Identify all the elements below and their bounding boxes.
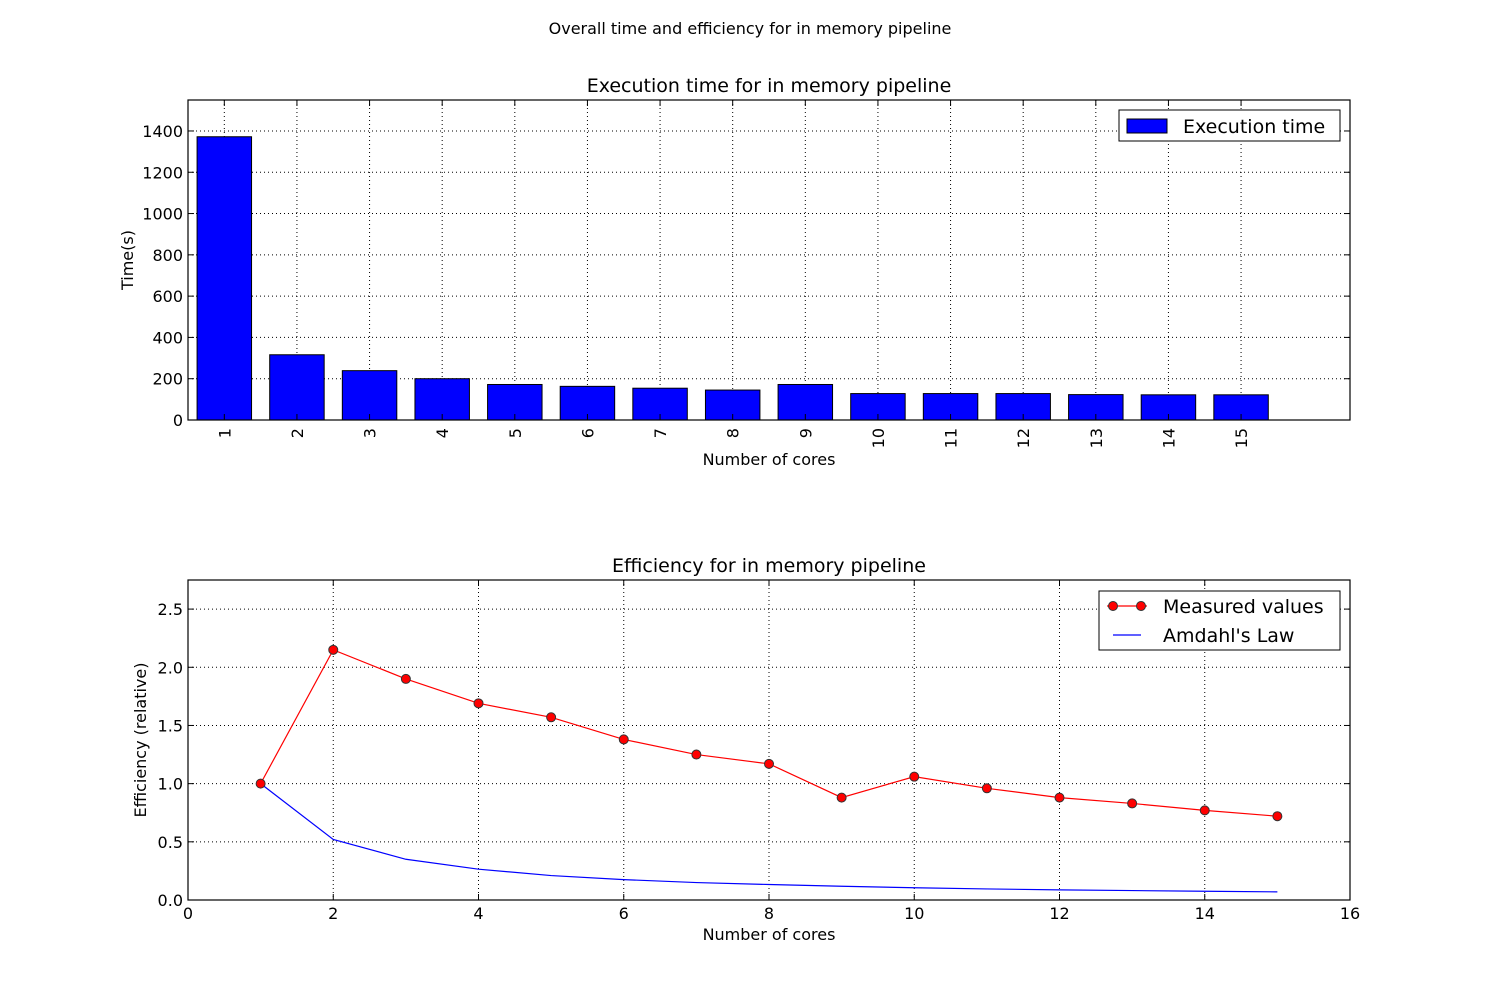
bar-chart-xtick-label: 15 xyxy=(1232,428,1251,448)
measured-value-marker xyxy=(764,758,774,769)
line-chart-xtick-label: 10 xyxy=(904,904,924,923)
bar-legend-label: Execution time xyxy=(1183,116,1325,138)
bar-chart-xtick-label: 1 xyxy=(215,428,234,438)
measured-value-marker xyxy=(255,778,266,789)
measured-value-marker xyxy=(691,749,702,760)
line-chart-xtick-label: 6 xyxy=(619,904,629,923)
measured-value-marker xyxy=(1127,798,1138,809)
line-chart-xtick-label: 2 xyxy=(328,904,338,923)
line-chart-ytick-label: 1.5 xyxy=(158,716,183,735)
measured-value-marker xyxy=(981,783,992,794)
execution-time-chart: Execution time for in memory pipeline 0 2… xyxy=(118,75,1351,469)
execution-time-bar xyxy=(341,370,398,421)
bar-chart-xtick-label: 12 xyxy=(1014,428,1033,448)
bar-chart-title: Execution time for in memory pipeline xyxy=(587,75,952,97)
measured-value-marker xyxy=(473,698,484,709)
measured-value-marker xyxy=(836,792,847,803)
line-chart-xtick-label: 12 xyxy=(1049,904,1069,923)
line-chart-legend: Measured values Amdahl's Law xyxy=(1098,590,1341,651)
execution-time-bar xyxy=(269,354,325,421)
measured-value-marker xyxy=(546,712,557,723)
bar-chart-ytick-label: 200 xyxy=(152,370,183,389)
bar-chart-ytick-label: 400 xyxy=(152,328,183,347)
line-chart-frame xyxy=(187,579,1351,901)
bar-chart-ylabel: Time(s) xyxy=(118,230,137,291)
bar-chart-xtick-label: 10 xyxy=(869,428,888,448)
line-chart-ytick-label: 1.0 xyxy=(158,775,183,794)
bar-chart-frame xyxy=(187,99,1351,421)
bar-chart-xtick-label: 3 xyxy=(361,428,380,438)
measured-value-marker xyxy=(909,771,920,782)
line-chart-series xyxy=(255,644,1283,893)
measured-value-marker xyxy=(1054,792,1065,803)
line-chart-xtick-label: 14 xyxy=(1195,904,1215,923)
line-legend-box xyxy=(1098,590,1341,651)
line-chart-xtick-label: 16 xyxy=(1340,904,1360,923)
legend-measured-marker xyxy=(1136,601,1146,611)
bar-chart-ytick-label: 0 xyxy=(173,411,183,430)
measured-value-marker xyxy=(400,673,411,684)
bar-chart-xtick-label: 13 xyxy=(1087,428,1106,448)
measured-value-marker xyxy=(1199,805,1210,816)
line-chart-xlabel: Number of cores xyxy=(703,925,836,944)
execution-time-bar xyxy=(196,136,253,421)
amdahl-law-line xyxy=(260,783,1278,893)
bar-chart-xtick-label: 4 xyxy=(433,428,452,438)
measured-value-marker xyxy=(618,734,629,745)
measured-value-marker xyxy=(328,644,339,655)
bar-chart-ytick-label: 600 xyxy=(152,287,183,306)
legend-measured-label: Measured values xyxy=(1163,596,1324,618)
line-chart-ylabel: Efficiency (relative) xyxy=(131,663,150,818)
bar-chart-xtick-label: 6 xyxy=(578,428,597,438)
line-chart-ticks: 0 2 4 6 8 10 12 14 16 0.0 0.5 1.0 1.5 2.0 2.5 xyxy=(158,580,1360,923)
line-chart-title: Efficiency for in memory pipeline xyxy=(612,555,926,577)
bar-chart-ytick-label: 1400 xyxy=(142,122,183,141)
bar-legend-swatch xyxy=(1126,118,1168,134)
line-chart-ytick-label: 0.0 xyxy=(158,891,183,910)
bar-chart-xtick-label: 2 xyxy=(288,428,307,438)
bar-chart-xtick-label: 11 xyxy=(942,428,961,448)
legend-measured-marker xyxy=(1108,601,1118,611)
line-chart-ytick-label: 0.5 xyxy=(158,833,183,852)
line-chart-ytick-label: 2.5 xyxy=(158,600,183,619)
bar-chart-xtick-label: 5 xyxy=(506,428,525,438)
bar-chart-ytick-label: 800 xyxy=(152,246,183,265)
bar-chart-xtick-label: 8 xyxy=(724,428,743,438)
bar-chart-xtick-label: 9 xyxy=(796,428,815,438)
line-chart-xtick-label: 8 xyxy=(764,904,774,923)
efficiency-chart: Efficiency for in memory pipeline 0 2 4 6 8 1… xyxy=(131,555,1360,944)
figure-suptitle: Overall time and efficiency for in memor… xyxy=(549,19,952,38)
line-chart-xtick-label: 4 xyxy=(473,904,483,923)
line-chart-ytick-label: 2.0 xyxy=(158,658,183,677)
measured-value-marker xyxy=(1272,811,1283,822)
bar-chart-xtick-label: 14 xyxy=(1159,428,1178,448)
bar-chart-ytick-label: 1200 xyxy=(142,163,183,182)
legend-amdahl-label: Amdahl's Law xyxy=(1163,625,1294,647)
execution-time-bar xyxy=(414,378,470,421)
bar-chart-ytick-label: 1000 xyxy=(142,205,183,224)
bar-chart-legend: Execution time xyxy=(1118,109,1341,142)
bar-chart-xlabel: Number of cores xyxy=(703,450,836,469)
line-chart-xtick-label: 0 xyxy=(183,904,193,923)
bar-chart-xtick-label: 7 xyxy=(651,428,670,438)
